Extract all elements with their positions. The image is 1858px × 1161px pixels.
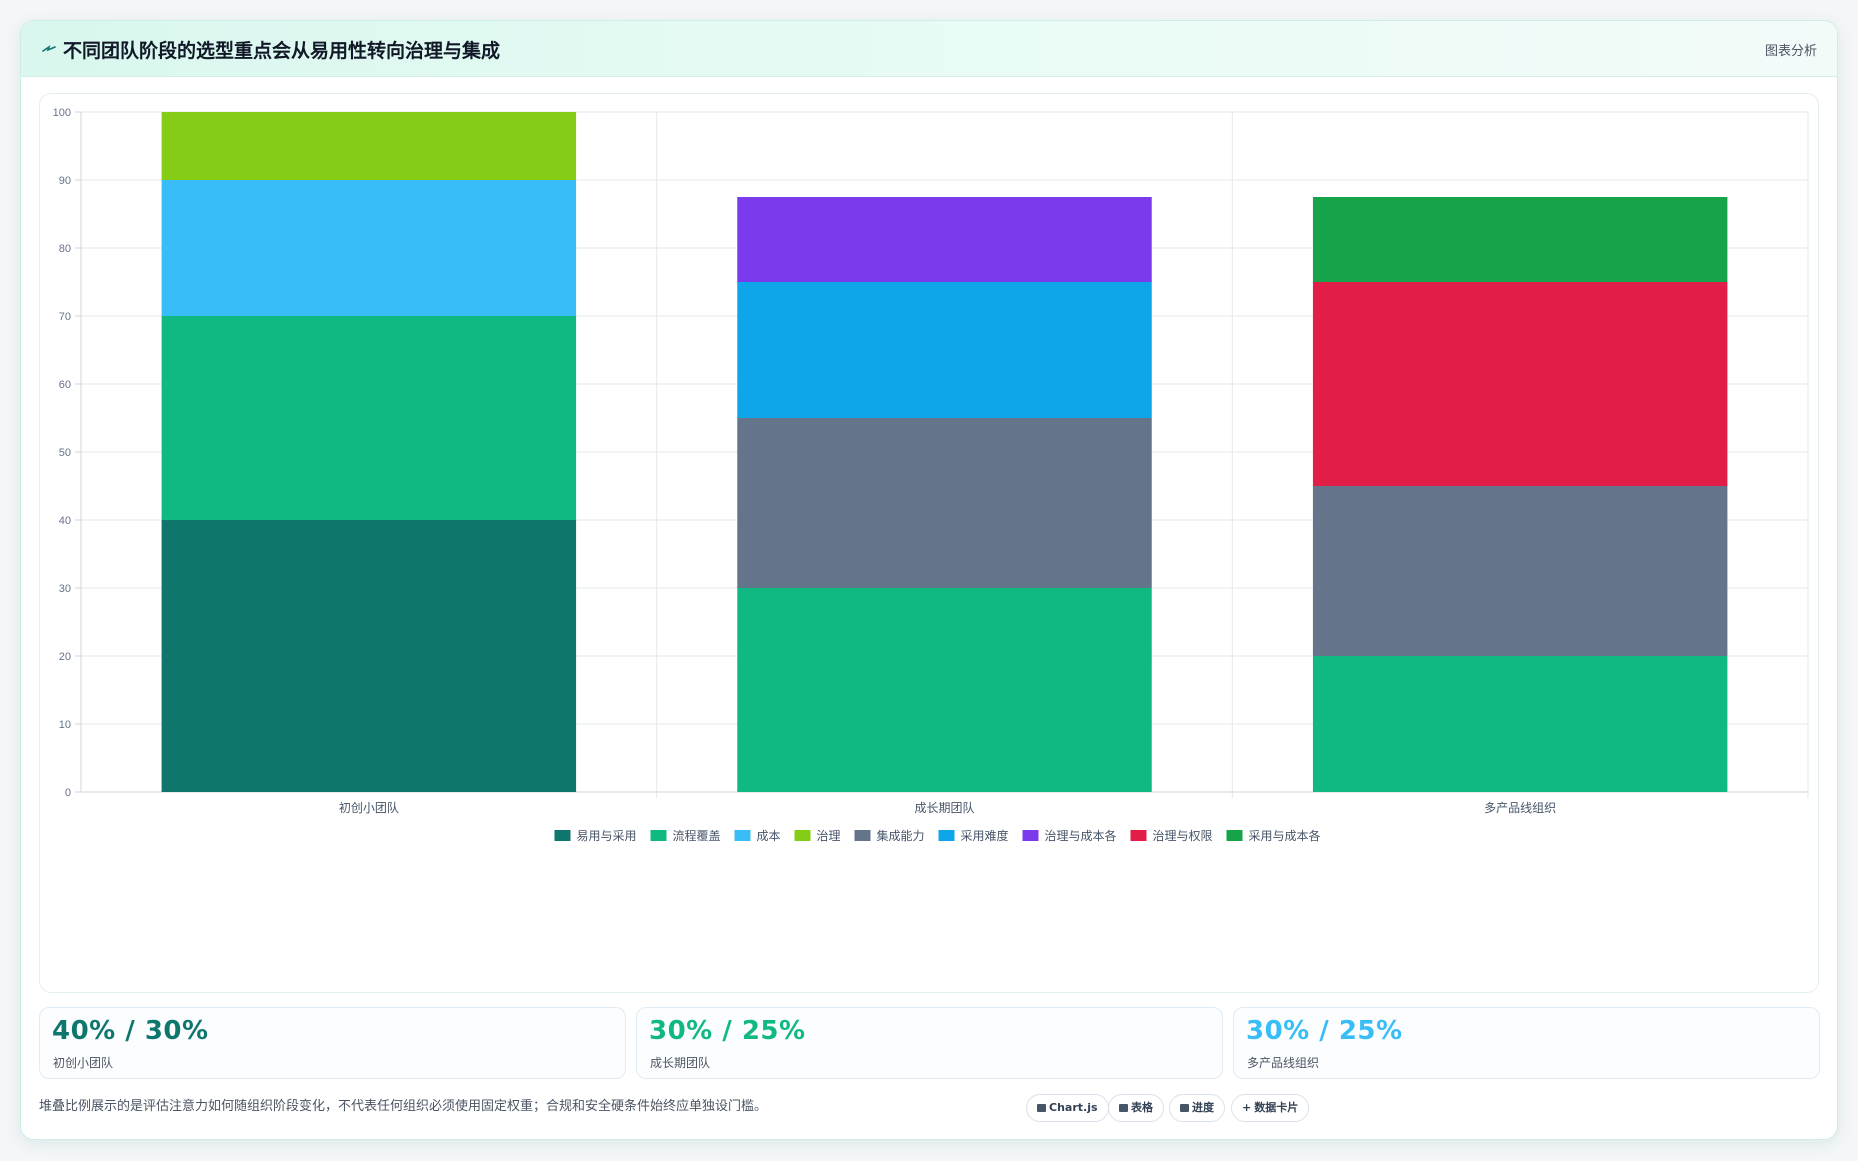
legend-label: 采用与成本各 — [1249, 828, 1321, 843]
bar-segment — [1312, 197, 1728, 282]
bar-segment — [1312, 282, 1728, 486]
kpi-card-multi-product: 30% / 25% 多产品线组织 — [1233, 1007, 1820, 1079]
chip-table[interactable]: 表格 — [1108, 1094, 1164, 1122]
bar-segment — [737, 282, 1152, 418]
legend-label: 治理 — [817, 829, 841, 843]
legend-label: 成本 — [757, 829, 781, 843]
progress-icon — [1180, 1104, 1189, 1112]
y-tick-label: 90 — [59, 175, 71, 187]
y-tick-label: 50 — [59, 447, 71, 459]
bar-segment — [1312, 486, 1728, 656]
chip-chartjs[interactable]: Chart.js — [1026, 1094, 1109, 1122]
x-tick-label: 初创小团队 — [339, 800, 399, 815]
legend-swatch — [734, 830, 751, 841]
legend-label: 治理与成本各 — [1045, 828, 1117, 843]
kpi-value: 30% / 25% — [649, 1016, 806, 1046]
page-title: 不同团队阶段的选型重点会从易用性转向治理与集成 — [63, 40, 501, 62]
y-tick-label: 100 — [53, 107, 71, 119]
y-tick-label: 0 — [65, 787, 71, 799]
footnote: 堆叠比例展示的是评估注意力如何随组织阶段变化，不代表任何组织必须使用固定权重；合… — [39, 1099, 768, 1114]
x-tick-label: 成长期团队 — [914, 800, 974, 815]
bar-segment — [737, 418, 1152, 588]
bar-segment — [161, 180, 577, 316]
kpi-card-startup: 40% / 30% 初创小团队 — [39, 1007, 626, 1079]
legend-label: 流程覆盖 — [673, 828, 721, 843]
chip-data-card[interactable]: + 数据卡片 — [1231, 1094, 1310, 1122]
chart-panel: 0 10 20 30 40 50 60 70 80 90 100 初创小团队 成长期团队 多产品线组织易用… — [39, 93, 1819, 993]
bar-segment — [1312, 656, 1728, 792]
chart-card: 不同团队阶段的选型重点会从易用性转向治理与集成 图表分析 0 10 20 30 40 50… — [20, 20, 1838, 1140]
bar-segment — [161, 520, 577, 792]
legend-swatch — [650, 830, 667, 841]
kpi-value: 40% / 30% — [52, 1016, 209, 1046]
chart-icon — [1037, 1104, 1046, 1112]
legend-swatch — [1226, 830, 1243, 841]
y-tick-label: 40 — [59, 515, 71, 527]
chip-label: Chart.js — [1049, 1101, 1098, 1114]
card-header: 不同团队阶段的选型重点会从易用性转向治理与集成 图表分析 — [21, 21, 1837, 77]
y-tick-label: 30 — [59, 583, 71, 595]
bar-segment — [737, 197, 1152, 282]
bar-segment — [737, 588, 1152, 792]
y-tick-label: 80 — [59, 243, 71, 255]
y-tick-label: 60 — [59, 379, 71, 391]
legend-swatch — [554, 830, 571, 841]
legend-swatch — [938, 830, 955, 841]
y-tick-label: 70 — [59, 311, 71, 323]
legend-swatch — [854, 830, 871, 841]
chip-label: 表格 — [1131, 1101, 1153, 1114]
kpi-label: 初创小团队 — [53, 1056, 114, 1070]
chip-progress[interactable]: 进度 — [1169, 1094, 1225, 1122]
x-tick-label: 多产品线组织 — [1484, 801, 1556, 815]
kpi-card-growth: 30% / 25% 成长期团队 — [636, 1007, 1223, 1079]
legend-swatch — [794, 830, 811, 841]
y-tick-label: 10 — [59, 719, 71, 731]
kpi-value: 30% / 25% — [1246, 1016, 1403, 1046]
kpi-label: 多产品线组织 — [1247, 1056, 1320, 1070]
stacked-bar-chart: 0 10 20 30 40 50 60 70 80 90 100 初创小团队 成长期团队 多产品线组织易用… — [53, 107, 1809, 843]
spark-icon — [42, 45, 56, 52]
legend-label: 治理与权限 — [1153, 829, 1213, 843]
legend-swatch — [1022, 830, 1039, 841]
legend-label: 采用难度 — [961, 828, 1009, 843]
chip-label: 进度 — [1192, 1101, 1214, 1114]
kpi-label: 成长期团队 — [650, 1056, 711, 1070]
chart-analysis-link[interactable]: 图表分析 — [1764, 44, 1817, 59]
legend-label: 集成能力 — [877, 828, 925, 843]
chip-label: 数据卡片 — [1254, 1101, 1299, 1114]
legend-swatch — [1130, 830, 1147, 841]
legend-label: 易用与采用 — [577, 829, 637, 843]
bar-segment — [161, 112, 577, 180]
plus-icon: + — [1242, 1101, 1252, 1114]
bar-segment — [161, 316, 577, 520]
y-tick-label: 20 — [59, 651, 71, 663]
table-icon — [1119, 1104, 1128, 1112]
